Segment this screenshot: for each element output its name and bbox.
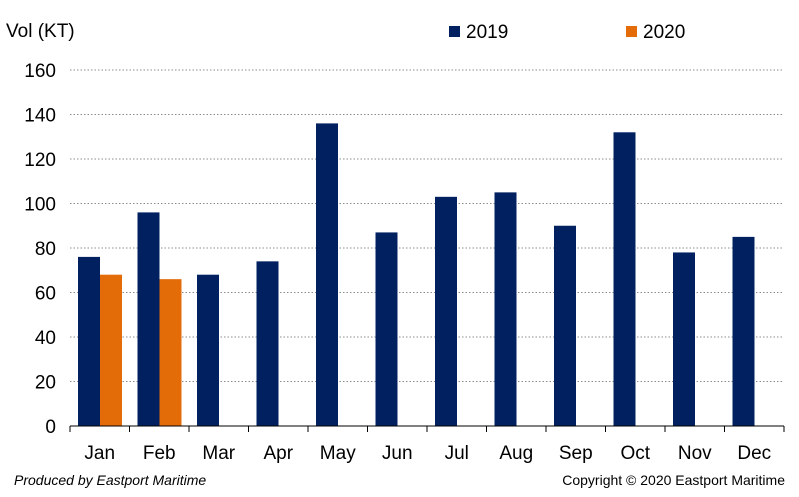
legend-label-2019: 2019	[466, 22, 508, 43]
x-tick-oct: Oct	[620, 443, 650, 464]
y-axis-ticks: 0 20 40 60 80 100 120 140 160	[24, 61, 56, 438]
x-axis-ticks: Jan Feb Mar Apr May Jun Jul Aug Sep Oct Nov Dec	[84, 443, 771, 464]
bars	[78, 123, 755, 427]
bar-2019-oct	[613, 132, 636, 427]
x-tick-dec: Dec	[737, 443, 771, 464]
legend-swatch-2020	[626, 26, 637, 37]
bar-2020-jan	[100, 274, 122, 426]
y-tick-140: 140	[24, 106, 56, 127]
bar-2019-dec	[732, 236, 755, 426]
x-tick-jul: Jul	[445, 443, 469, 464]
x-tick-feb: Feb	[143, 443, 176, 464]
y-axis-label: Vol (KT)	[6, 21, 75, 42]
x-axis	[69, 425, 785, 432]
gridlines	[70, 69, 784, 382]
producer-credit: Produced by Eastport Maritime	[14, 472, 207, 488]
bar-2019-jan	[78, 256, 100, 426]
bar-2019-nov	[673, 252, 695, 426]
bar-2019-may	[316, 123, 338, 427]
bar-2019-aug	[494, 192, 517, 426]
y-tick-40: 40	[35, 328, 56, 349]
y-tick-120: 120	[24, 150, 56, 171]
x-tick-sep: Sep	[559, 443, 593, 464]
y-tick-60: 60	[35, 284, 56, 305]
y-tick-80: 80	[35, 239, 56, 260]
x-tick-may: May	[320, 443, 356, 464]
bar-2020-feb	[159, 279, 182, 426]
bar-2019-sep	[554, 225, 576, 426]
bar-2019-apr	[256, 261, 279, 426]
bar-2019-jun	[375, 232, 398, 426]
bar-2019-jul	[435, 196, 457, 426]
x-tick-nov: Nov	[678, 443, 712, 464]
x-tick-jan: Jan	[84, 443, 115, 464]
y-tick-160: 160	[24, 61, 56, 82]
legend: 2019 2020	[449, 22, 685, 43]
copyright-notice: Copyright © 2020 Eastport Maritime	[562, 472, 785, 488]
legend-label-2020: 2020	[643, 22, 685, 43]
x-tick-aug: Aug	[499, 443, 533, 464]
x-tick-mar: Mar	[202, 443, 235, 464]
y-tick-20: 20	[35, 373, 56, 394]
y-tick-100: 100	[24, 195, 56, 216]
x-tick-apr: Apr	[263, 443, 293, 464]
y-tick-0: 0	[45, 417, 56, 438]
bar-2019-mar	[197, 274, 219, 426]
x-tick-jun: Jun	[382, 443, 413, 464]
legend-swatch-2019	[449, 26, 460, 37]
bar-2019-feb	[137, 212, 160, 426]
